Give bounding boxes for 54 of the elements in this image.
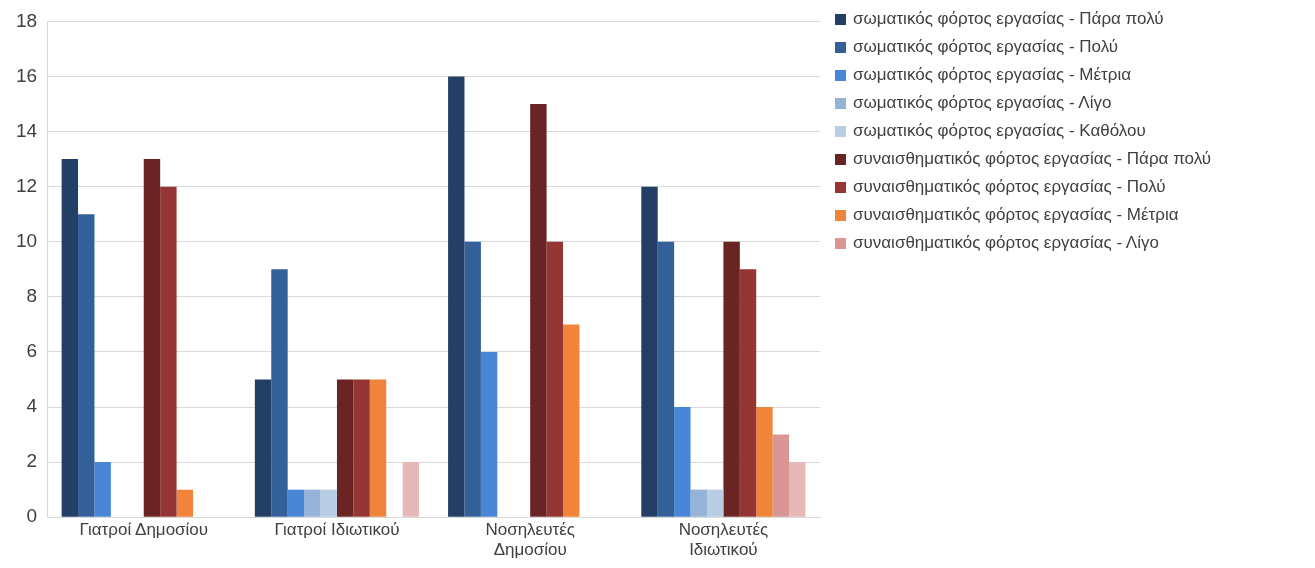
bar [756,407,773,517]
bar [369,379,387,517]
legend-label: συναισθηματικός φόρτος εργασίας - Πάρα πολύ [853,148,1212,170]
y-tick-label: 0 [26,505,38,527]
legend-label: σωματικός φόρτος εργασίας - Καθόλου [853,120,1146,142]
y-tick-label: 4 [26,395,38,417]
y-tick-label: 10 [15,229,38,251]
legend-label: σωματικός φόρτος εργασίας - Πάρα πολύ [853,8,1164,30]
bar [657,241,675,517]
bar [254,379,272,517]
bar [320,489,337,517]
bar [176,489,194,517]
bar [641,186,658,517]
legend-label: σωματικός φόρτος εργασίας - Μέτρια [853,64,1132,86]
bar [402,462,420,517]
x-tick-label: Γιατροί Δημοσίου [79,520,209,540]
x-tick-label: Νοσηλευτές Δημοσίου [485,520,575,560]
bar [739,269,757,517]
bar [530,104,547,517]
bar [287,489,305,517]
bar [723,241,740,517]
x-tick-label: Νοσηλευτές Ιδιωτικού [678,520,769,560]
bar [464,241,481,517]
bar [789,462,806,517]
y-tick-label: 6 [26,340,38,362]
bar [690,489,707,517]
bar [271,269,288,517]
bar [706,489,724,517]
y-tick-label: 12 [15,174,38,196]
bar [94,462,111,517]
x-tick-label: Γιατροί Ιδιωτικού [274,520,400,540]
bar [61,159,79,517]
bar [143,159,161,517]
bar [546,241,564,517]
bar [480,351,498,517]
bar [304,489,321,517]
bar [78,214,95,517]
y-tick-label: 16 [15,64,38,86]
bar [563,324,580,517]
legend-label: σωματικός φόρτος εργασίας - Πολύ [853,36,1119,58]
legend-label: συναισθηματικός φόρτος εργασίας - Λίγο [853,232,1159,254]
legend-label: συναισθηματικός φόρτος εργασίας - Πολύ [853,176,1166,198]
bar [353,379,370,517]
bar [448,76,465,517]
legend-label: σωματικός φόρτος εργασίας - Λίγο [853,92,1112,114]
y-tick-label: 2 [26,450,38,472]
bar [674,407,691,517]
y-tick-label: 18 [15,9,38,31]
y-tick-label: 14 [15,119,38,141]
bar [160,186,177,517]
legend-label: συναισθηματικός φόρτος εργασίας - Μέτρια [853,204,1179,226]
bar [336,379,354,517]
y-tick-label: 8 [26,285,38,307]
bar [772,434,790,517]
